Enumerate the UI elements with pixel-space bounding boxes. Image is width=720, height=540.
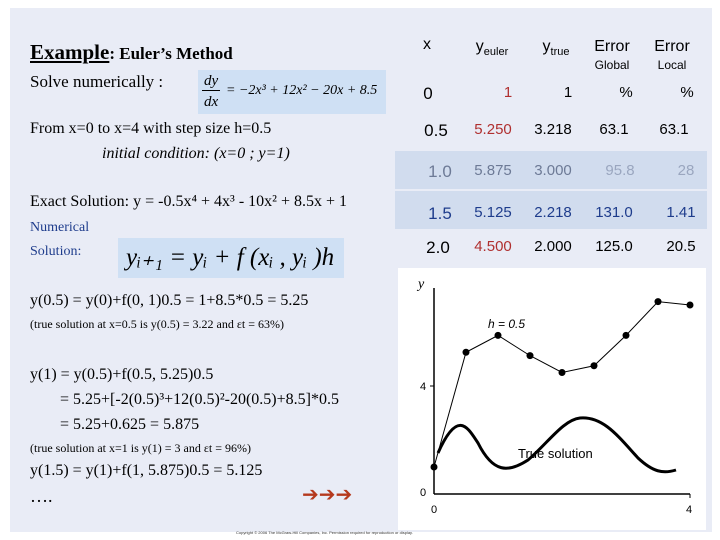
- table-cell-true: 2.000: [534, 238, 572, 255]
- header-x: x: [423, 36, 431, 53]
- table-cell-euler: 5.875: [474, 162, 512, 179]
- slide-title: Example: Euler’s Method: [30, 40, 233, 64]
- header-y-euler: yeuler: [475, 38, 509, 58]
- arrow-icons: ➔➔➔: [302, 482, 353, 506]
- ode-rhs: = −2x³ + 12x² − 20x + 8.5: [226, 83, 378, 98]
- initial-condition: initial condition: (x=0 ; y=1): [102, 145, 290, 162]
- step-1: y(0.5) = y(0)+f(0, 1)0.5 = 1+8.5*0.5 = 5…: [30, 292, 309, 309]
- header-error-global: Error Global: [594, 38, 630, 72]
- table-cell-true: 3.218: [534, 121, 572, 138]
- numerical-label: Numerical: [30, 220, 90, 235]
- table-cell-true: 3.000: [534, 162, 572, 179]
- highlight-row-x15: [395, 191, 707, 229]
- table-cell-global: 131.0: [595, 204, 633, 221]
- table-cell-x: 2.0: [426, 238, 450, 257]
- euler-polyline: [433, 301, 691, 468]
- y-tick-label: 4: [420, 381, 426, 393]
- euler-point: [558, 369, 566, 376]
- highlight-row-x1: [395, 151, 707, 189]
- step-2-line-1: y(1) = y(0.5)+f(0.5, 5.25)0.5: [30, 366, 214, 383]
- euler-point: [686, 301, 694, 309]
- table-cell-local: 1.41: [666, 204, 696, 221]
- x-tick-label: 4: [686, 504, 692, 516]
- table-cell-local: 28: [677, 162, 695, 179]
- table-cell-x: 1.5: [428, 204, 452, 223]
- euler-point: [654, 298, 662, 306]
- step-2-line-3: = 5.25+0.625 = 5.875: [60, 416, 200, 433]
- table-cell-local: 63.1: [659, 121, 689, 138]
- euler-formula: yᵢ₊₁ = yᵢ + f (xᵢ , yᵢ )h: [118, 238, 344, 278]
- euler-point: [462, 348, 470, 356]
- table-cell-local: %: [680, 84, 694, 101]
- exact-solution: Exact Solution: y = -0.5x⁴ + 4x³ - 10x² …: [30, 193, 348, 210]
- table-cell-x: 0: [423, 84, 433, 103]
- table-cell-euler: 4.500: [474, 238, 512, 255]
- true-solution-label: True solution: [518, 446, 593, 461]
- true-solution-curve: [436, 416, 677, 474]
- table-cell-global: 95.8: [605, 162, 635, 179]
- ode-numerator: dy: [202, 73, 221, 91]
- solution-label: Solution:: [30, 244, 82, 259]
- table-cell-euler: 5.250: [474, 121, 512, 138]
- euler-formula-text: yᵢ₊₁ = yᵢ + f (xᵢ , yᵢ )h: [126, 244, 335, 271]
- solve-label: Solve numerically :: [30, 72, 164, 91]
- ode-equation: dy dx = −2x³ + 12x² − 20x + 8.5: [198, 70, 386, 114]
- euler-figure-svg: y 4 0 0 4 h = 0.5 True solution: [416, 277, 694, 516]
- x-tick-label: 0: [431, 504, 437, 516]
- table-cell-global: 125.0: [595, 238, 633, 255]
- y-tick-label: 0: [420, 487, 426, 499]
- step-size-label: h = 0.5: [488, 317, 525, 331]
- euler-point: [430, 463, 438, 471]
- euler-point: [526, 352, 534, 360]
- table-cell-global: 63.1: [599, 121, 629, 138]
- step-2-line-2: = 5.25+[-2(0.5)³+12(0.5)²-20(0.5)+8.5]*0…: [60, 391, 339, 408]
- step-2-note: (true solution at x=1 is y(1) = 3 and εt…: [30, 441, 251, 455]
- euler-point: [494, 331, 502, 339]
- table-cell-euler: 5.125: [474, 204, 512, 221]
- table-cell-true: 2.218: [534, 204, 572, 221]
- table-cell-x: 1.0: [428, 162, 452, 181]
- ode-denominator: dx: [204, 94, 219, 110]
- step-1-note: (true solution at x=0.5 is y(0.5) = 3.22…: [30, 317, 284, 331]
- table-cell-x: 0.5: [424, 121, 448, 140]
- euler-point: [622, 331, 630, 339]
- table-cell-local: 20.5: [666, 238, 696, 255]
- y-axis-label: y: [416, 277, 425, 292]
- table-cell-global: %: [619, 84, 633, 101]
- range-text: From x=0 to x=4 with step size h=0.5: [30, 120, 272, 137]
- header-y-true: ytrue: [542, 38, 570, 58]
- step-3: y(1.5) = y(1)+f(1, 5.875)0.5 = 5.125: [30, 462, 263, 479]
- copyright: Copyright © 2006 The McGraw-Hill Compani…: [236, 530, 413, 535]
- ellipsis: ….: [30, 486, 53, 506]
- header-error-local: Error Local: [654, 38, 690, 72]
- euler-figure: y 4 0 0 4 h = 0.5 True solution: [398, 268, 706, 530]
- table-cell-euler: 1: [503, 84, 513, 101]
- table-cell-true: 1: [563, 84, 573, 101]
- euler-point: [590, 362, 598, 370]
